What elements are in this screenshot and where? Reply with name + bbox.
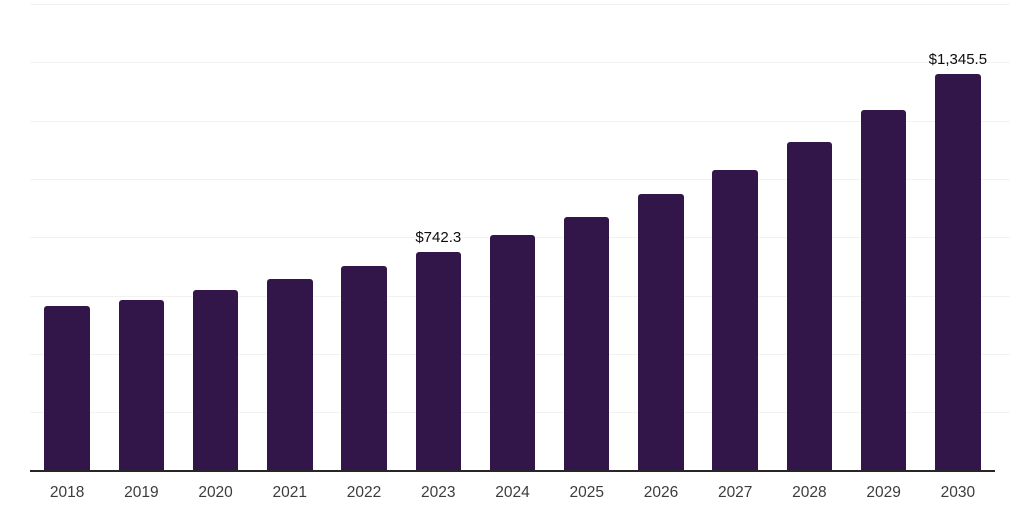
x-tick-2019: 2019 — [124, 484, 159, 501]
x-tick-2025: 2025 — [569, 484, 604, 501]
bar-2029 — [860, 110, 907, 471]
x-tick-2018: 2018 — [49, 484, 85, 501]
bar-2022 — [341, 265, 387, 471]
data-label-2023: $742.3 — [415, 228, 462, 246]
x-tick-2022: 2022 — [346, 484, 382, 501]
bar-2026 — [638, 194, 684, 471]
x-tick-2030: 2030 — [940, 484, 976, 501]
x-tick-2023: 2023 — [421, 484, 456, 501]
bar-2019 — [118, 300, 165, 471]
bar-2023 — [415, 251, 462, 471]
x-tick-2020: 2020 — [198, 484, 233, 501]
bar-2030 — [935, 73, 981, 471]
bar-2027 — [712, 170, 758, 471]
x-tick-2028: 2028 — [792, 484, 827, 501]
gridline — [30, 62, 1010, 64]
x-tick-2024: 2024 — [495, 484, 530, 501]
gridline — [30, 178, 1010, 180]
bar-2021 — [267, 278, 313, 471]
bar-2025 — [563, 216, 610, 471]
gridline — [30, 4, 1010, 5]
bar-2018 — [44, 306, 90, 471]
x-axis-line — [30, 470, 995, 472]
x-tick-2026: 2026 — [643, 484, 679, 501]
bar-2020 — [192, 290, 239, 471]
x-tick-2027: 2027 — [717, 484, 753, 501]
gridline — [30, 120, 1010, 122]
bar-2024 — [489, 235, 536, 471]
data-label-2030: $1,345.5 — [928, 50, 988, 68]
bar-2028 — [786, 142, 833, 471]
x-tick-2029: 2029 — [866, 484, 901, 501]
x-tick-2021: 2021 — [272, 484, 308, 501]
